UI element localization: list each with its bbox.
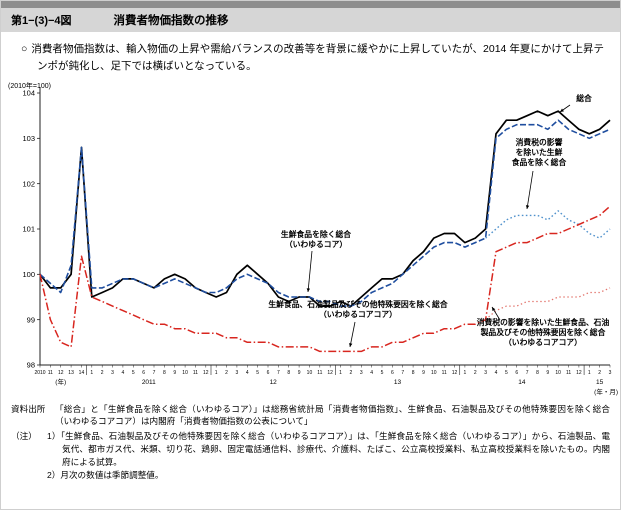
svg-text:6: 6: [391, 370, 394, 376]
svg-text:総合: 総合: [576, 93, 592, 103]
notes-list: 1）「生鮮食品、石油製品及びその他特殊要因を除く総合（いわゆるコアコア）」は、「…: [47, 430, 610, 482]
svg-text:(年・月): (年・月): [594, 387, 618, 396]
svg-text:消費税の影響を除いた生鮮食品、石油製品及びその他特殊要因を除: 消費税の影響を除いた生鮮食品、石油製品及びその他特殊要因を除く総合（いわゆるコア…: [477, 317, 610, 347]
svg-text:2011: 2011: [142, 379, 156, 386]
svg-text:4: 4: [495, 370, 498, 376]
svg-text:12: 12: [58, 370, 64, 376]
svg-text:11: 11: [566, 370, 571, 376]
svg-text:11: 11: [317, 370, 322, 376]
svg-text:12: 12: [327, 370, 333, 376]
svg-text:8: 8: [287, 370, 290, 376]
svg-text:3: 3: [111, 370, 114, 376]
svg-text:9: 9: [422, 370, 425, 376]
svg-text:8: 8: [163, 370, 166, 376]
svg-text:1: 1: [215, 370, 218, 376]
svg-text:7: 7: [277, 370, 280, 376]
svg-text:5: 5: [256, 370, 259, 376]
header-band: 第1−(3)−4図 消費者物価指数の推移: [1, 8, 620, 32]
svg-text:生鮮食品、石油製品及びその他特殊要因を除く総合（いわゆるコア: 生鮮食品、石油製品及びその他特殊要因を除く総合（いわゆるコアコア）: [268, 299, 448, 319]
svg-text:1: 1: [90, 370, 93, 376]
svg-text:104: 104: [22, 88, 35, 97]
svg-text:10: 10: [555, 370, 561, 376]
svg-text:8: 8: [536, 370, 539, 376]
svg-text:9: 9: [173, 370, 176, 376]
svg-text:2: 2: [474, 370, 477, 376]
lead-bullet: ○: [21, 43, 28, 55]
svg-text:99: 99: [27, 315, 35, 324]
svg-text:13: 13: [68, 370, 74, 376]
svg-text:101: 101: [22, 224, 35, 233]
lead-paragraph: ○ 消費者物価指数は、輸入物価の上昇や需給バランスの改善等を背景に緩やかに上昇して…: [1, 32, 620, 77]
figure-number: 第1−(3)−4図: [11, 15, 72, 27]
svg-text:12: 12: [270, 379, 278, 386]
header-top-strip: [1, 1, 620, 8]
chart-footnotes: 資料出所 「総合」と「生鮮食品を除く総合（いわゆるコア）」は総務省統計局「消費者…: [11, 403, 610, 482]
svg-text:5: 5: [132, 370, 135, 376]
svg-text:103: 103: [22, 134, 35, 143]
source-label: 資料出所: [11, 403, 46, 414]
svg-text:1: 1: [464, 370, 467, 376]
svg-text:8: 8: [412, 370, 415, 376]
svg-text:9: 9: [298, 370, 301, 376]
svg-text:1: 1: [339, 370, 342, 376]
svg-text:3: 3: [360, 370, 363, 376]
svg-text:5: 5: [381, 370, 384, 376]
svg-text:3: 3: [484, 370, 487, 376]
svg-text:11: 11: [442, 370, 447, 376]
svg-text:11: 11: [193, 370, 198, 376]
svg-text:7: 7: [526, 370, 529, 376]
svg-text:4: 4: [246, 370, 249, 376]
svg-text:2: 2: [598, 370, 601, 376]
svg-text:13: 13: [394, 379, 402, 386]
svg-text:消費税の影響を除いた生鮮食品を除く総合: 消費税の影響を除いた生鮮食品を除く総合: [512, 137, 567, 167]
svg-text:10: 10: [182, 370, 188, 376]
svg-text:98: 98: [27, 360, 35, 369]
svg-text:12: 12: [203, 370, 209, 376]
lead-text: 消費者物価指数は、輸入物価の上昇や需給バランスの改善等を背景に緩やかに上昇してい…: [31, 43, 605, 72]
notes-row: （注） 1）「生鮮食品、石油製品及びその他特殊要因を除く総合（いわゆるコアコア）…: [11, 430, 610, 482]
svg-text:102: 102: [22, 179, 35, 188]
svg-text:7: 7: [153, 370, 156, 376]
svg-text:2: 2: [225, 370, 228, 376]
svg-text:11: 11: [48, 370, 53, 376]
svg-text:6: 6: [515, 370, 518, 376]
svg-text:15: 15: [596, 379, 604, 386]
svg-text:2: 2: [101, 370, 104, 376]
source-text: 「総合」と「生鮮食品を除く総合（いわゆるコア）」は総務省統計局「消費者物価指数」…: [55, 403, 610, 427]
svg-text:2: 2: [350, 370, 353, 376]
svg-text:生鮮食品を除く総合（いわゆるコア）: 生鮮食品を除く総合（いわゆるコア）: [281, 229, 351, 249]
svg-text:(2010年=100): (2010年=100): [8, 81, 51, 90]
svg-text:14: 14: [79, 370, 85, 376]
svg-text:1: 1: [588, 370, 591, 376]
svg-text:9: 9: [546, 370, 549, 376]
svg-text:(年): (年): [55, 377, 66, 386]
note-item-1: 1）「生鮮食品、石油製品及びその他特殊要因を除く総合（いわゆるコアコア）」は、「…: [47, 431, 610, 468]
svg-text:12: 12: [452, 370, 458, 376]
note-item-2: 2）月次の数値は季節調整値。: [47, 470, 164, 481]
figure-title: 消費者物価指数の推移: [113, 15, 229, 27]
svg-text:14: 14: [518, 379, 526, 386]
source-row: 資料出所 「総合」と「生鮮食品を除く総合（いわゆるコア）」は総務省統計局「消費者…: [11, 403, 610, 429]
svg-text:12: 12: [576, 370, 582, 376]
notes-label: （注）: [11, 431, 37, 442]
svg-text:7: 7: [401, 370, 404, 376]
svg-text:4: 4: [122, 370, 125, 376]
svg-text:100: 100: [22, 270, 35, 279]
svg-text:2010: 2010: [34, 370, 45, 376]
svg-text:3: 3: [236, 370, 239, 376]
svg-text:4: 4: [370, 370, 373, 376]
svg-text:6: 6: [142, 370, 145, 376]
svg-text:3: 3: [609, 370, 612, 376]
svg-text:5: 5: [505, 370, 508, 376]
svg-text:6: 6: [267, 370, 270, 376]
cpi-chart: (2010年=100) 98 99 100 101 102 103 104 2010 11 12 13…: [6, 79, 618, 403]
svg-text:10: 10: [431, 370, 437, 376]
svg-text:10: 10: [307, 370, 313, 376]
page-header: 第1−(3)−4図 消費者物価指数の推移: [1, 1, 620, 32]
